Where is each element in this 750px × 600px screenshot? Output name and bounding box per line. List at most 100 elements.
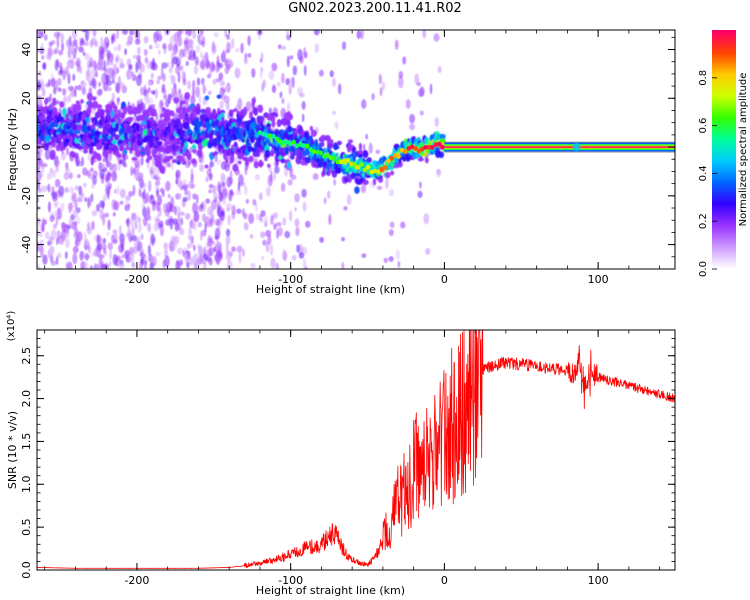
band-cell (123, 148, 128, 155)
noise-speckle (238, 251, 242, 264)
noise-speckle (397, 261, 401, 268)
band-cell (115, 122, 119, 131)
noise-speckle (267, 174, 273, 187)
noise-speckle (206, 73, 212, 79)
noise-speckle (433, 33, 440, 42)
noise-speckle (218, 72, 224, 81)
trace-core (420, 146, 425, 152)
noise-speckle (225, 100, 230, 111)
noise-speckle (220, 210, 225, 222)
colorbar-step (712, 223, 736, 226)
noise-speckle (136, 46, 141, 55)
band-cell (136, 103, 143, 112)
colorbar-step (712, 35, 736, 39)
noise-speckle (37, 81, 42, 90)
noise-speckle (200, 202, 204, 209)
noise-speckle (118, 224, 122, 236)
noise-speckle (271, 85, 277, 94)
noise-speckle (172, 44, 178, 55)
colorbar-step (712, 59, 736, 63)
band-cell (158, 120, 163, 125)
trace-core (406, 145, 411, 151)
noise-speckle (405, 99, 411, 109)
noise-speckle (95, 62, 102, 71)
band-cell (96, 104, 103, 109)
colorbar-step (712, 233, 736, 236)
noise-speckle (61, 221, 66, 231)
trace-core (359, 162, 364, 168)
noise-speckle (147, 81, 152, 87)
colorbar-step (712, 43, 736, 47)
colorbar-step (712, 137, 736, 141)
noise-speckle (171, 57, 175, 69)
band-cell (336, 140, 342, 146)
colorbar-step (712, 139, 736, 143)
band-cell (157, 141, 163, 146)
band-cell (333, 145, 340, 150)
colorbar-step (712, 157, 736, 161)
band-cell (153, 154, 160, 162)
noise-speckle (157, 49, 161, 56)
noise-speckle (143, 48, 148, 56)
noise-speckle (140, 251, 144, 256)
bot-ytick-label: 2.0 (20, 390, 33, 408)
noise-speckle (122, 30, 128, 35)
colorbar-step (712, 127, 736, 131)
noise-speckle (143, 36, 149, 44)
noise-speckle (72, 245, 79, 254)
band-cell (134, 148, 141, 158)
band-cell (280, 158, 286, 164)
colorbar-step (712, 235, 736, 238)
bot-xtick-label: -100 (278, 574, 303, 587)
noise-speckle (299, 55, 304, 64)
band-cell (127, 110, 134, 115)
band-cell (347, 139, 354, 144)
noise-speckle (282, 217, 286, 226)
noise-speckle (226, 33, 230, 40)
noise-speckle (230, 37, 235, 49)
noise-speckle (111, 79, 115, 84)
noise-speckle (245, 199, 249, 204)
noise-speckle (262, 79, 267, 89)
band-cell (288, 145, 295, 153)
noise-speckle (104, 182, 110, 189)
noise-speckle (143, 84, 147, 96)
noise-speckle (151, 90, 156, 95)
noise-speckle (55, 255, 59, 265)
noise-speckle (99, 49, 105, 60)
noise-speckle (192, 30, 196, 40)
band-cell (362, 179, 369, 186)
noise-speckle (87, 153, 91, 162)
band-cell (289, 153, 295, 160)
colorbar-step (712, 247, 736, 250)
noise-speckle (165, 180, 171, 192)
colorbar-step (712, 171, 736, 174)
colorbar-step (712, 149, 736, 153)
noise-speckle (111, 69, 116, 81)
noise-speckle (66, 261, 73, 269)
noise-speckle (64, 66, 69, 75)
bot-xlabel: Height of straight line (km) (256, 584, 405, 597)
noise-speckle (77, 84, 82, 91)
noise-speckle (38, 232, 43, 238)
noise-speckle (142, 252, 146, 259)
band-cell (147, 155, 153, 161)
noise-speckle (37, 188, 42, 194)
noise-speckle (106, 80, 112, 86)
trace-core (440, 144, 445, 150)
noise-speckle (178, 227, 185, 236)
noise-speckle (65, 96, 69, 104)
colorbar-step (712, 67, 736, 71)
noise-speckle (434, 117, 439, 127)
noise-speckle (414, 73, 420, 85)
noise-speckle (361, 99, 367, 109)
colorbar-step (712, 237, 736, 240)
noise-speckle (194, 56, 199, 66)
noise-speckle (56, 230, 61, 240)
band-cell (184, 92, 191, 100)
band-cell (269, 149, 275, 157)
noise-speckle (276, 82, 281, 87)
colorbar-step (712, 53, 736, 57)
bot-xtick-label: 100 (588, 574, 609, 587)
band-cell (204, 164, 209, 169)
